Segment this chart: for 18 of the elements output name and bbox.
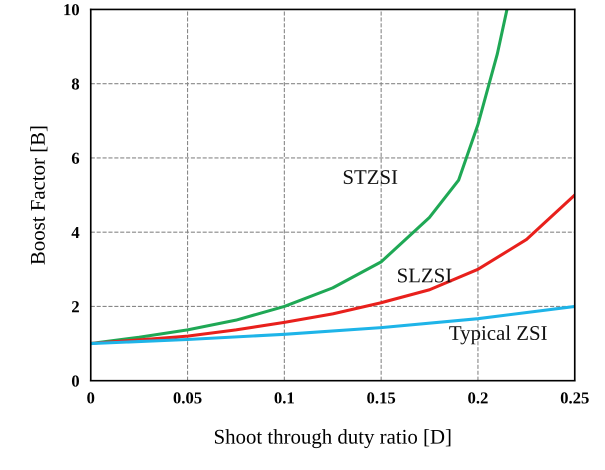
line-series: [90, 304, 575, 346]
y-tick-label: 4: [72, 226, 80, 238]
series-label: Typical ZSI: [449, 325, 547, 344]
x-tick-label: 0.1: [274, 392, 294, 404]
text: STZSI: [344, 170, 398, 184]
x-tick-label: 0: [87, 392, 94, 404]
y-tick-label: 6: [72, 152, 80, 164]
y-tick-label: 10: [64, 4, 80, 16]
y-axis-title: Boost Factor [B]: [30, 126, 48, 264]
x-tick-label: 0.15: [367, 392, 396, 404]
y-tick-label: 0: [72, 375, 80, 387]
x-axis-title: Shoot through duty ratio [D]: [214, 429, 450, 448]
x-tick-label: 0.05: [174, 392, 202, 404]
y-tick-label: 8: [72, 78, 80, 90]
series-label: SLZSI: [398, 268, 452, 283]
x-tick-label: 0.25: [560, 392, 589, 404]
y-tick-label: 2: [72, 301, 79, 312]
x-tick-label: 0.2: [468, 392, 488, 404]
